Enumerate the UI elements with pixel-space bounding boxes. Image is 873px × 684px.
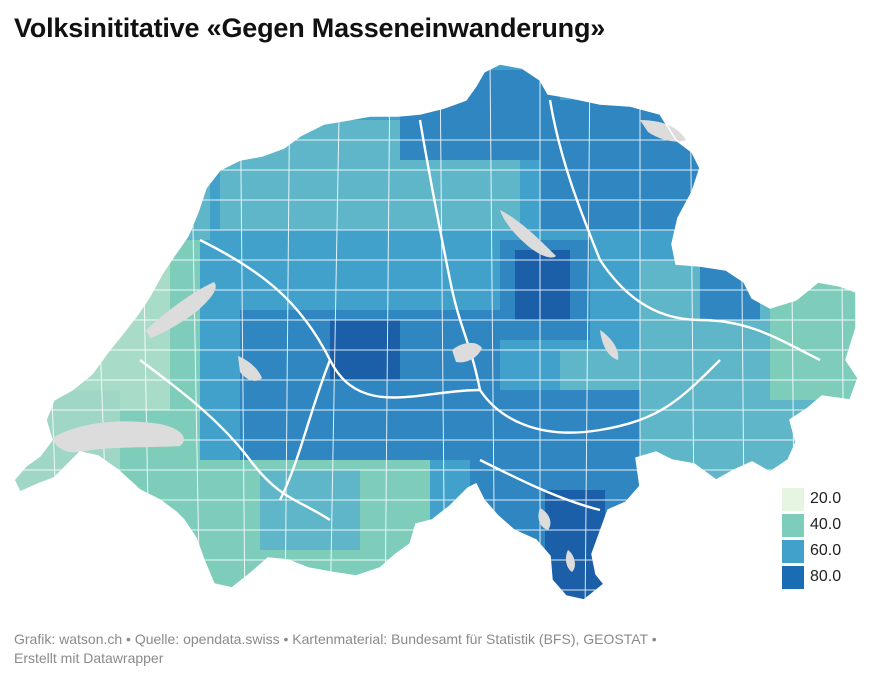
legend-label-1: 20.0: [810, 490, 842, 507]
switzerland-map-svg: [13, 63, 859, 601]
choropleth-map: [0, 60, 873, 620]
legend-swatch-4: [782, 565, 804, 589]
legend-swatch-3: [782, 539, 804, 563]
lake-walensee: [600, 330, 619, 360]
lake-lugano: [538, 508, 551, 530]
lake-geneva: [52, 421, 184, 453]
region-jura: [120, 180, 210, 240]
legend-item: 20.0: [782, 486, 858, 512]
lake-lucerne: [452, 342, 482, 363]
lake-biel: [238, 356, 262, 381]
region-valais-mid: [260, 470, 360, 550]
lake-neuchatel: [146, 282, 216, 338]
legend-swatch-2: [782, 513, 804, 537]
map-title: Volksinititative «Gegen Masseneinwanderu…: [14, 13, 606, 43]
region-engadin: [770, 280, 858, 400]
legend-swatch-1: [782, 487, 804, 511]
credits-line-1: Grafik: watson.ch • Quelle: opendata.swi…: [14, 631, 657, 647]
legend-label-2: 40.0: [810, 516, 842, 533]
legend-label-4: 80.0: [810, 568, 842, 585]
region-thurgau: [540, 100, 700, 230]
credits-line-2: Erstellt mit Datawrapper: [14, 650, 164, 666]
municipality-regions: [14, 70, 858, 600]
lake-maggiore: [565, 550, 575, 572]
source-credits: Grafik: watson.ch • Quelle: opendata.swi…: [14, 630, 774, 668]
region-schwyz-max: [515, 250, 570, 320]
canton-borders: [139, 99, 821, 521]
lakes: [52, 120, 686, 572]
legend-item: 60.0: [782, 538, 858, 564]
legend-item: 40.0: [782, 512, 858, 538]
legend: 20.0 40.0 60.0 80.0: [782, 486, 858, 590]
legend-item: 80.0: [782, 564, 858, 590]
lake-zurich: [500, 210, 556, 258]
legend-label-3: 60.0: [810, 542, 842, 559]
